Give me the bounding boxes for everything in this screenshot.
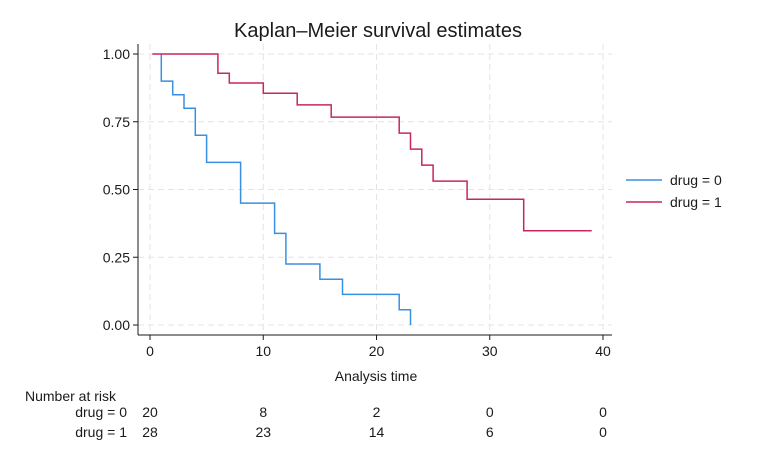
x-tick-label: 20 [369,343,385,359]
survival-line-series-1 [152,53,592,232]
x-axis-title: Analysis time [335,368,418,384]
legend-label-0: drug = 0 [670,172,722,188]
risk-count: 28 [142,424,158,440]
x-tick-label: 10 [255,343,271,359]
risk-table-header: Number at risk [25,388,117,404]
legend-label-1: drug = 1 [670,194,722,210]
series-group [152,53,592,325]
risk-row-label: drug = 1 [75,424,127,440]
risk-count: 14 [368,424,385,440]
y-tick-label: 1.00 [103,46,130,62]
risk-count: 0 [599,424,607,440]
x-tick-label: 30 [482,343,498,359]
y-tick-label: 0.25 [103,249,130,265]
risk-count: 20 [142,404,158,420]
risk-row-label: drug = 0 [75,404,127,420]
grid [138,44,612,335]
risk-count: 2 [372,404,381,420]
y-tick-label: 0.75 [103,114,130,130]
axes: 0.00 0.25 0.50 0.75 1.00 0 10 20 30 40 [103,44,612,359]
x-tick-label: 40 [595,343,611,359]
risk-count: 0 [485,404,494,420]
legend: drug = 0 drug = 1 [626,172,722,210]
chart-title: Kaplan–Meier survival estimates [234,20,522,42]
y-tick-label: 0.50 [103,182,130,198]
risk-count: 23 [255,424,272,440]
x-tick-label: 0 [146,343,154,359]
survival-line-series-0 [160,54,412,325]
risk-count: 0 [599,404,607,420]
risk-count: 6 [485,424,494,440]
risk-count: 8 [259,404,268,420]
y-tick-label: 0.00 [103,317,130,333]
